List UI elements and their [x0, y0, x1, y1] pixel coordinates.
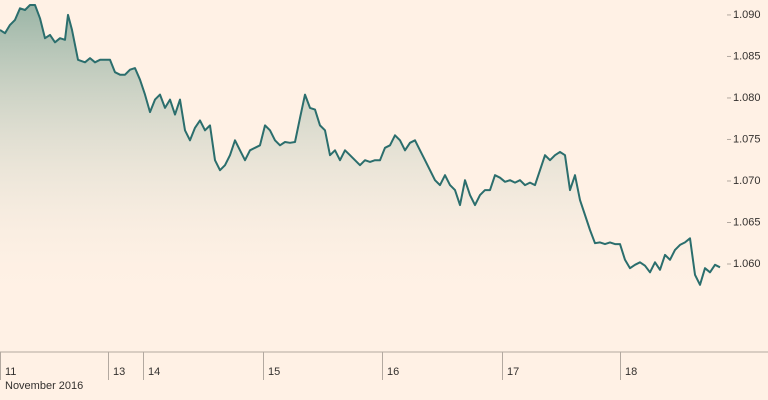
- x-tick-label: 18: [625, 366, 637, 378]
- y-tick-label: 1.075: [733, 133, 761, 145]
- x-axis-label: November 2016: [5, 380, 83, 392]
- y-tick-label: 1.070: [733, 175, 761, 187]
- line: [0, 4, 721, 286]
- x-tick-label: 17: [507, 366, 519, 378]
- x-tick-label: 11: [5, 366, 16, 378]
- y-tick-label: 1.060: [733, 258, 761, 270]
- y-tick-label: 1.065: [733, 216, 761, 228]
- y-tick-label: 1.085: [733, 50, 761, 62]
- x-tick-label: 16: [387, 366, 399, 378]
- area: [0, 5, 720, 352]
- x-tick-label: 13: [113, 366, 125, 378]
- x-tick-label: 15: [268, 366, 280, 378]
- x-tick-label: 14: [148, 366, 160, 378]
- y-tick-label: 1.080: [733, 92, 761, 104]
- y-tick-label: 1.090: [733, 9, 761, 21]
